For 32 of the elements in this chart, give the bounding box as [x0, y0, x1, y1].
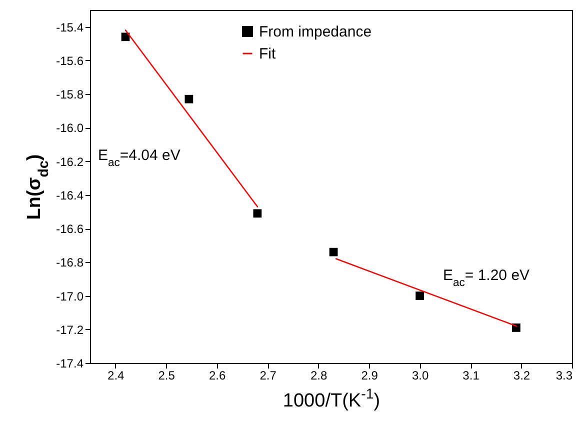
point — [329, 248, 338, 256]
y-tick-label: -16.6 — [56, 222, 84, 236]
x-tick-label: 2.5 — [158, 368, 176, 382]
point — [121, 32, 130, 42]
legend-label: From impedance — [259, 24, 372, 40]
y-tick-label: -17.4 — [56, 356, 84, 370]
x-tick-label: 2.7 — [260, 368, 277, 382]
x-tick-label: 2.6 — [209, 368, 226, 382]
point — [253, 209, 262, 218]
y-tick-label: -17.2 — [56, 322, 84, 337]
point — [416, 292, 424, 300]
annotation: E$_{ac}$=4.04 eV — [98, 147, 180, 169]
x-tick-label: 2.4 — [108, 368, 125, 382]
point — [184, 94, 194, 104]
x-tick-label: 3.0 — [412, 368, 429, 382]
x-tick-label: 3.2 — [513, 368, 530, 382]
y-tick-label: -16.4 — [56, 188, 84, 202]
x-tick-label: 2.8 — [310, 368, 328, 382]
x-axis-title: 1000/T(K$^{-1}$) — [282, 386, 380, 412]
y-tick-label: -16.0 — [56, 121, 84, 136]
annotation: E$_{ac}$= 1.20 eV — [443, 267, 530, 289]
x-tick-label: 2.9 — [361, 368, 378, 382]
y-tick-label: -17.0 — [56, 289, 84, 304]
y-tick-label: -16.8 — [56, 256, 84, 270]
x-tick-label: 3.1 — [462, 368, 480, 382]
point — [512, 324, 520, 332]
legend-label: Fit — [259, 46, 276, 62]
y-tick-label: -15.8 — [56, 88, 84, 102]
y-tick-label: -16.2 — [56, 154, 84, 169]
y-tick-label: -15.6 — [56, 54, 84, 68]
x-tick-label: 3.3 — [556, 368, 573, 382]
y-tick-label: -15.4 — [56, 20, 84, 34]
